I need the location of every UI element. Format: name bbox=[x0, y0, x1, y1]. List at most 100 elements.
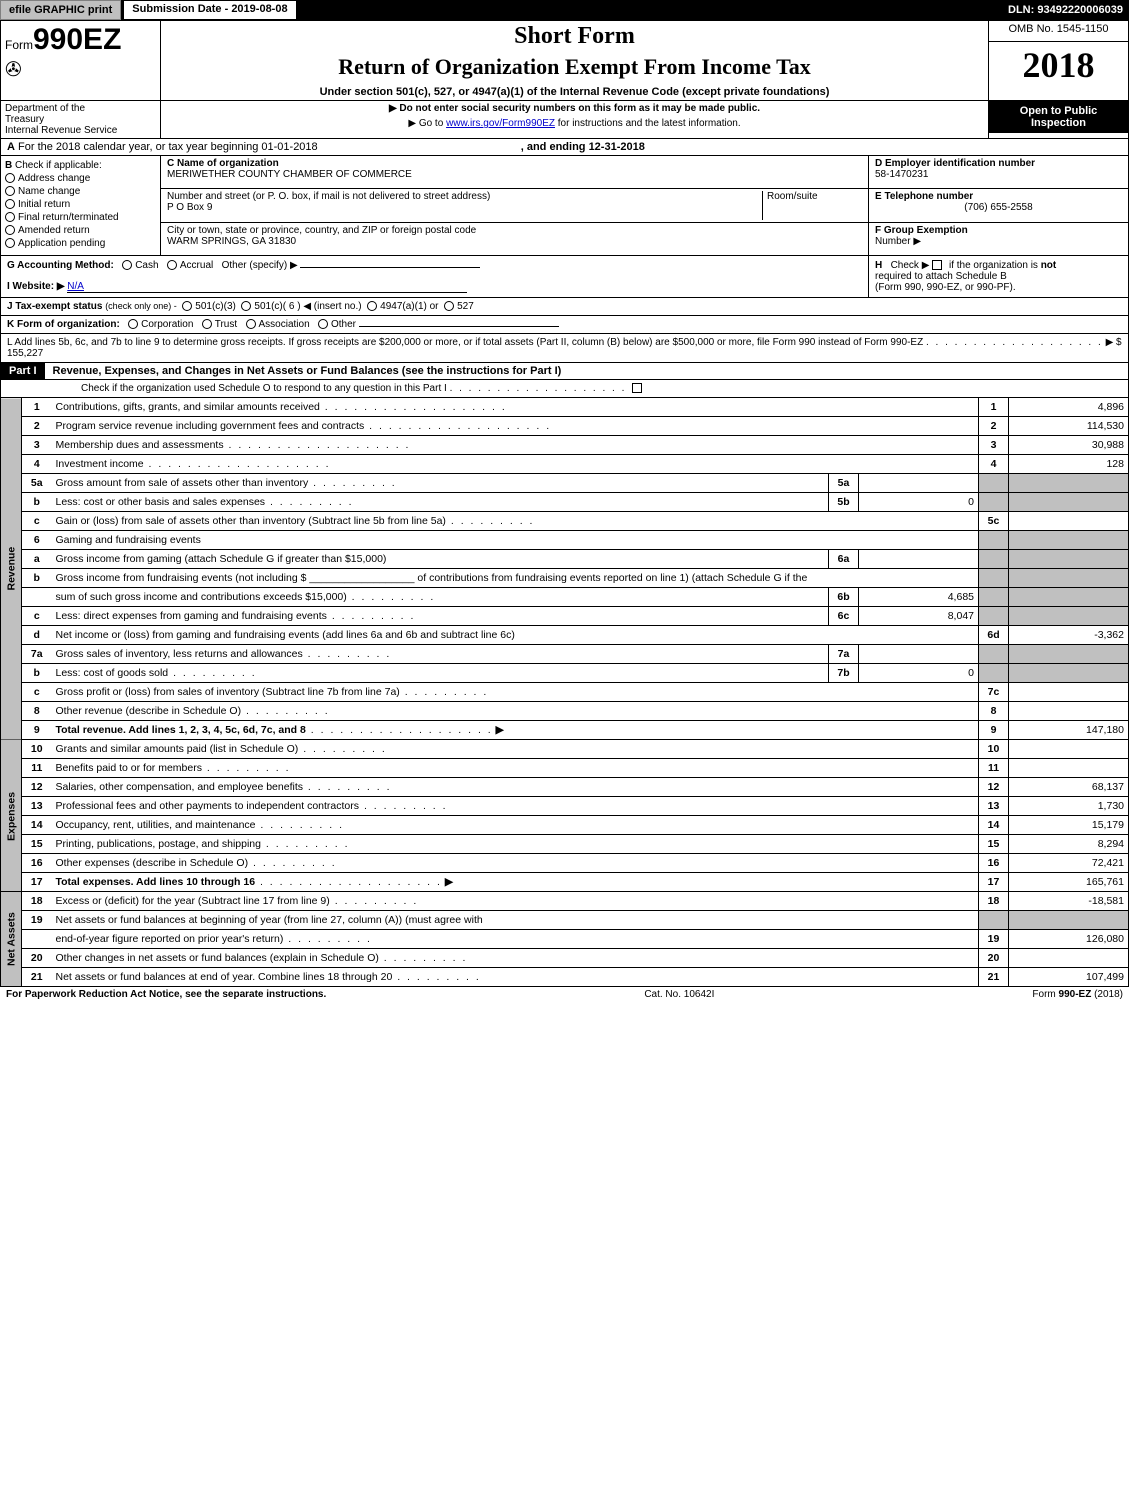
dept-cell: Department of the Treasury Internal Reve… bbox=[1, 101, 161, 139]
h-text1: if the organization is bbox=[949, 260, 1041, 271]
line-no: 18 bbox=[22, 892, 52, 911]
dept-line3: Internal Revenue Service bbox=[5, 125, 156, 136]
line-no: 4 bbox=[22, 455, 52, 474]
line-a-text: For the 2018 calendar year, or tax year … bbox=[18, 141, 318, 153]
col-no: 14 bbox=[979, 816, 1009, 835]
dots-icon bbox=[392, 971, 481, 983]
desc-text: Gross sales of inventory, less returns a… bbox=[56, 648, 303, 660]
form-number: Form990EZ bbox=[5, 23, 156, 57]
street-label: Number and street (or P. O. box, if mail… bbox=[167, 191, 490, 202]
line-no: 20 bbox=[22, 949, 52, 968]
radio-icon bbox=[5, 186, 15, 196]
line-desc: Less: cost of goods sold bbox=[52, 664, 829, 683]
table-row: c Less: direct expenses from gaming and … bbox=[1, 607, 1129, 626]
website-link[interactable]: N/A bbox=[67, 281, 467, 293]
col-val bbox=[1009, 702, 1129, 721]
table-row: b Less: cost or other basis and sales ex… bbox=[1, 493, 1129, 512]
radio-icon[interactable] bbox=[241, 301, 251, 311]
line-no: 16 bbox=[22, 854, 52, 873]
table-row: 8 Other revenue (describe in Schedule O)… bbox=[1, 702, 1129, 721]
b-opt-application-pending[interactable]: Application pending bbox=[5, 238, 156, 249]
b-opt-initial-return[interactable]: Initial return bbox=[5, 199, 156, 210]
irs-logo-icon: ✇ bbox=[5, 57, 156, 82]
sub-val bbox=[859, 474, 979, 493]
desc-text: Less: cost or other basis and sales expe… bbox=[56, 496, 266, 508]
col-no: 8 bbox=[979, 702, 1009, 721]
radio-icon[interactable] bbox=[367, 301, 377, 311]
radio-icon[interactable] bbox=[202, 319, 212, 329]
radio-icon bbox=[5, 199, 15, 209]
line-k: K Form of organization: Corporation Trus… bbox=[0, 316, 1129, 334]
radio-icon[interactable] bbox=[182, 301, 192, 311]
j-opt-0: 501(c)(3) bbox=[195, 301, 236, 312]
radio-icon[interactable] bbox=[444, 301, 454, 311]
dots-icon bbox=[265, 496, 354, 508]
k-opt-1: Trust bbox=[215, 319, 237, 330]
line-desc: Membership dues and assessments bbox=[52, 436, 979, 455]
table-row: b Gross income from fundraising events (… bbox=[1, 569, 1129, 588]
table-row: 4 Investment income 4 128 bbox=[1, 455, 1129, 474]
line-desc: Investment income bbox=[52, 455, 979, 474]
arrow-icon: ▶ bbox=[445, 876, 453, 888]
b-opt-amended-return[interactable]: Amended return bbox=[5, 225, 156, 236]
radio-icon[interactable] bbox=[318, 319, 328, 329]
radio-icon[interactable] bbox=[167, 260, 177, 270]
l-text: L Add lines 5b, 6c, and 7b to line 9 to … bbox=[7, 337, 923, 348]
col-no: 6d bbox=[979, 626, 1009, 645]
desc-text: sum of such gross income and contributio… bbox=[56, 591, 347, 603]
line-desc: sum of such gross income and contributio… bbox=[52, 588, 829, 607]
col-no: 17 bbox=[979, 873, 1009, 892]
radio-icon bbox=[5, 238, 15, 248]
side-label-revenue: Revenue bbox=[1, 398, 22, 740]
radio-icon[interactable] bbox=[128, 319, 138, 329]
b-opt-label-3: Final return/terminated bbox=[18, 212, 119, 223]
h-right: H Check ▶ if the organization is not req… bbox=[868, 256, 1128, 297]
line-desc: Gross amount from sale of assets other t… bbox=[52, 474, 829, 493]
line-desc: Gain or (loss) from sale of assets other… bbox=[52, 512, 979, 531]
radio-icon[interactable] bbox=[246, 319, 256, 329]
radio-icon[interactable] bbox=[122, 260, 132, 270]
col-no-grey bbox=[979, 569, 1009, 588]
open-public-cell: Open to Public Inspection bbox=[989, 101, 1129, 139]
part1-title: Revenue, Expenses, and Changes in Net As… bbox=[45, 365, 1128, 377]
col-val-grey bbox=[1009, 493, 1129, 512]
irs-link[interactable]: www.irs.gov/Form990EZ bbox=[446, 118, 555, 129]
col-val: 165,761 bbox=[1009, 873, 1129, 892]
table-row: 15 Printing, publications, postage, and … bbox=[1, 835, 1129, 854]
b-opt-final-return[interactable]: Final return/terminated bbox=[5, 212, 156, 223]
checkbox-icon[interactable] bbox=[932, 260, 942, 270]
line-no: b bbox=[22, 664, 52, 683]
efile-print-button[interactable]: efile GRAPHIC print bbox=[0, 0, 121, 20]
line-no: 8 bbox=[22, 702, 52, 721]
line-no: b bbox=[22, 569, 52, 588]
line-desc: Grants and similar amounts paid (list in… bbox=[52, 740, 979, 759]
checkbox-icon[interactable] bbox=[632, 383, 642, 393]
desc-text: Less: cost of goods sold bbox=[56, 667, 169, 679]
b-opt-address-change[interactable]: Address change bbox=[5, 173, 156, 184]
line-no: 9 bbox=[22, 721, 52, 740]
dots-icon bbox=[330, 895, 419, 907]
table-row: 21 Net assets or fund balances at end of… bbox=[1, 968, 1129, 987]
col-val: 8,294 bbox=[1009, 835, 1129, 854]
col-val bbox=[1009, 740, 1129, 759]
col-no: 3 bbox=[979, 436, 1009, 455]
col-no: 21 bbox=[979, 968, 1009, 987]
d-label: D Employer identification number bbox=[875, 158, 1035, 169]
b-opt-label-2: Initial return bbox=[18, 199, 70, 210]
line-desc: Other revenue (describe in Schedule O) bbox=[52, 702, 979, 721]
col-no-grey bbox=[979, 664, 1009, 683]
box-c: C Name of organization MERIWETHER COUNTY… bbox=[161, 156, 868, 255]
instruction-1: ▶ Do not enter social security numbers o… bbox=[165, 103, 984, 114]
line-no: 5a bbox=[22, 474, 52, 493]
col-val-grey bbox=[1009, 664, 1129, 683]
line-i: I Website: ▶ N/A bbox=[7, 281, 862, 293]
line-desc: Gross sales of inventory, less returns a… bbox=[52, 645, 829, 664]
desc-text: Grants and similar amounts paid (list in… bbox=[56, 743, 299, 755]
col-val: 68,137 bbox=[1009, 778, 1129, 797]
sub-val bbox=[859, 550, 979, 569]
b-opt-name-change[interactable]: Name change bbox=[5, 186, 156, 197]
table-row: 17 Total expenses. Add lines 10 through … bbox=[1, 873, 1129, 892]
submission-date-box: Submission Date - 2019-08-08 bbox=[123, 0, 296, 20]
col-val-grey bbox=[1009, 569, 1129, 588]
col-val-grey bbox=[1009, 531, 1129, 550]
